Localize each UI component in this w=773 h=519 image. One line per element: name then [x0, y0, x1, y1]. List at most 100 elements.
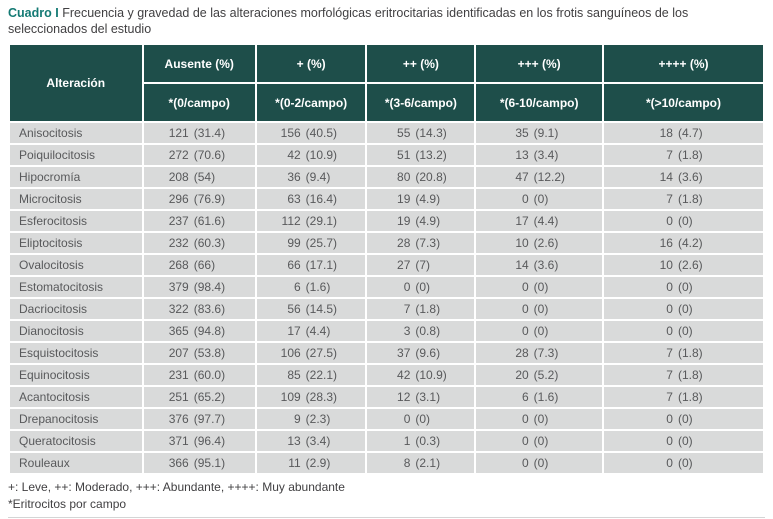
- percent-value: (3.4): [533, 148, 559, 162]
- count-value: 366: [168, 456, 189, 470]
- value-cell: 237 (61.6): [143, 211, 255, 231]
- value-cell: 0 (0): [476, 189, 602, 209]
- percent-value: (2.6): [677, 258, 703, 272]
- percent-value: (0.8): [415, 324, 441, 338]
- alteration-name: Estomatocitosis: [10, 277, 142, 297]
- count-value: 17: [287, 324, 301, 338]
- alteration-name: Anisocitosis: [10, 123, 142, 143]
- count-value: 85: [287, 368, 301, 382]
- table-row: Rouleaux 366 (95.1) 11 (2.9) 8 (2.1) 0 (0) 0 (0): [10, 453, 763, 473]
- count-value: 7: [666, 390, 673, 404]
- count-value: 7: [666, 148, 673, 162]
- count-value: 7: [403, 302, 411, 316]
- percent-value: (1.8): [677, 390, 703, 404]
- percent-value: (83.6): [193, 302, 226, 316]
- percent-value: (0): [415, 280, 431, 294]
- percent-value: (4.9): [415, 214, 441, 228]
- alteration-name: Hipocromía: [10, 167, 142, 187]
- count-value: 18: [659, 126, 673, 140]
- count-value: 27: [397, 258, 411, 272]
- percent-value: (0): [677, 302, 693, 316]
- value-cell: 19 (4.9): [367, 189, 475, 209]
- table-row: Ovalocitosis 268 (66) 66 (17.1) 27 (7) 14 (3.6) 1…: [10, 255, 763, 275]
- table-caption-text: Frecuencia y gravedad de las alteracione…: [8, 6, 689, 36]
- column-subheader-0-campo: *(0/campo): [143, 84, 255, 121]
- count-value: 14: [659, 170, 673, 184]
- count-value: 8: [403, 456, 411, 470]
- count-value: 19: [397, 192, 411, 206]
- count-value: 0: [403, 280, 411, 294]
- count-value: 371: [168, 434, 189, 448]
- value-cell: 322 (83.6): [143, 299, 255, 319]
- percent-value: (10.9): [415, 368, 447, 382]
- value-cell: 12 (3.1): [367, 387, 475, 407]
- count-value: 379: [168, 280, 189, 294]
- value-cell: 42 (10.9): [367, 365, 475, 385]
- percent-value: (27.5): [305, 346, 338, 360]
- percent-value: (9.1): [533, 126, 559, 140]
- percent-value: (61.6): [193, 214, 226, 228]
- percent-value: (4.9): [415, 192, 441, 206]
- percent-value: (4.4): [305, 324, 331, 338]
- value-cell: 0 (0): [603, 431, 763, 451]
- value-cell: 11 (2.9): [256, 453, 366, 473]
- count-value: 156: [280, 126, 301, 140]
- value-cell: 17 (4.4): [256, 321, 366, 341]
- value-cell: 14 (3.6): [603, 167, 763, 187]
- count-value: 55: [397, 126, 411, 140]
- alteration-name: Ovalocitosis: [10, 255, 142, 275]
- percent-value: (29.1): [305, 214, 338, 228]
- alteration-name: Rouleaux: [10, 453, 142, 473]
- count-value: 7: [666, 346, 673, 360]
- percent-value: (4.4): [533, 214, 559, 228]
- percent-value: (13.2): [415, 148, 447, 162]
- alteration-name: Microcitosis: [10, 189, 142, 209]
- percent-value: (1.6): [533, 390, 559, 404]
- alteration-name: Esferocitosis: [10, 211, 142, 231]
- percent-value: (40.5): [305, 126, 338, 140]
- percent-value: (96.4): [193, 434, 226, 448]
- value-cell: 112 (29.1): [256, 211, 366, 231]
- percent-value: (28.3): [305, 390, 338, 404]
- value-cell: 3 (0.8): [367, 321, 475, 341]
- count-value: 11: [288, 456, 301, 470]
- percent-value: (16.4): [305, 192, 338, 206]
- table-caption: Cuadro I Frecuencia y gravedad de las al…: [8, 5, 765, 37]
- value-cell: 0 (0): [603, 409, 763, 429]
- value-cell: 0 (0): [476, 321, 602, 341]
- percent-value: (94.8): [193, 324, 226, 338]
- alteration-name: Poiquilocitosis: [10, 145, 142, 165]
- count-value: 106: [280, 346, 301, 360]
- table-row: Queratocitosis 371 (96.4) 13 (3.4) 1 (0.3) 0 (0)…: [10, 431, 763, 451]
- alteration-name: Queratocitosis: [10, 431, 142, 451]
- percent-value: (14.3): [415, 126, 447, 140]
- count-value: 0: [521, 434, 529, 448]
- percent-value: (10.9): [305, 148, 338, 162]
- percent-value: (0): [677, 434, 693, 448]
- value-cell: 0 (0): [367, 409, 475, 429]
- percent-value: (70.6): [193, 148, 226, 162]
- count-value: 0: [666, 280, 673, 294]
- asterisk-note: *Eritrocitos por campo: [8, 496, 127, 511]
- count-value: 63: [287, 192, 301, 206]
- percent-value: (3.6): [677, 170, 703, 184]
- count-value: 109: [280, 390, 301, 404]
- value-cell: 6 (1.6): [476, 387, 602, 407]
- percent-value: (31.4): [193, 126, 226, 140]
- percent-value: (97.7): [193, 412, 226, 426]
- value-cell: 109 (28.3): [256, 387, 366, 407]
- count-value: 10: [659, 258, 673, 272]
- percent-value: (0): [677, 214, 693, 228]
- count-value: 42: [287, 148, 301, 162]
- value-cell: 13 (3.4): [476, 145, 602, 165]
- value-cell: 365 (94.8): [143, 321, 255, 341]
- count-value: 3: [403, 324, 411, 338]
- count-value: 0: [666, 324, 673, 338]
- value-cell: 0 (0): [603, 277, 763, 297]
- alteration-name: Eliptocitosis: [10, 233, 142, 253]
- count-value: 365: [168, 324, 189, 338]
- percent-value: (0): [533, 324, 549, 338]
- table-row: Drepanocitosis 376 (97.7) 9 (2.3) 0 (0) 0 (0) 0 (0…: [10, 409, 763, 429]
- value-cell: 1 (0.3): [367, 431, 475, 451]
